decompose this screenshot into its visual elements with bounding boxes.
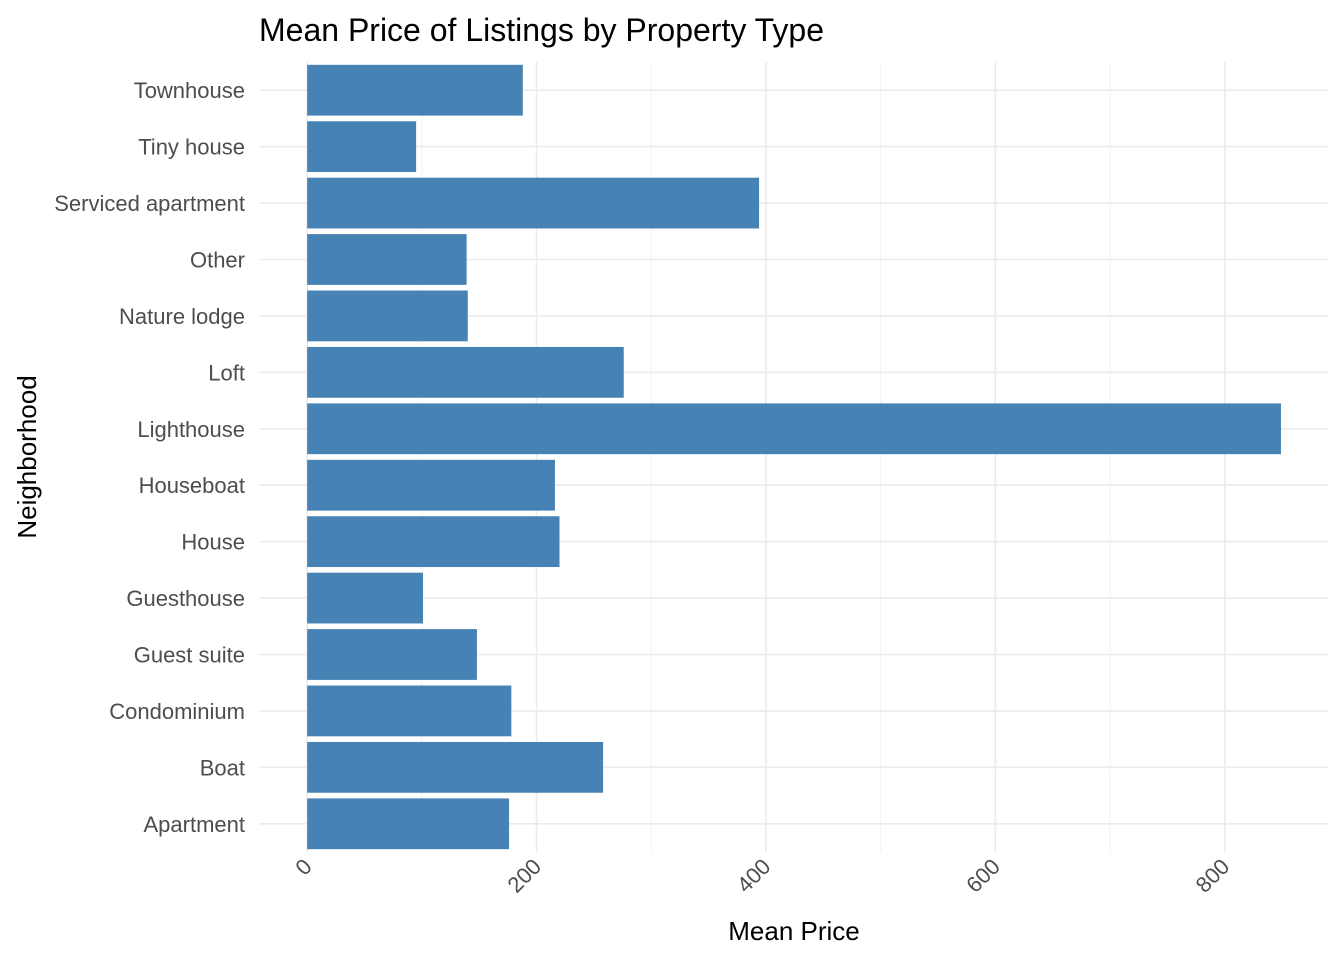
chart-title: Mean Price of Listings by Property Type bbox=[259, 12, 824, 48]
bar-boat bbox=[307, 741, 604, 793]
bar-loft bbox=[307, 346, 624, 398]
y-tick-label: Loft bbox=[208, 360, 245, 385]
y-tick-label: Apartment bbox=[144, 812, 246, 837]
bar-tiny-house bbox=[307, 121, 417, 173]
y-axis-tick-labels: Apartment Boat Condominium Guest suite Guest… bbox=[54, 78, 245, 837]
x-tick-label: 0 bbox=[290, 854, 316, 880]
y-tick-label: Serviced apartment bbox=[54, 191, 245, 216]
bar-lighthouse bbox=[307, 403, 1281, 455]
y-tick-label: Boat bbox=[200, 755, 245, 780]
bars bbox=[307, 64, 1281, 850]
bar-apartment bbox=[307, 798, 510, 850]
y-tick-label: Houseboat bbox=[139, 473, 245, 498]
x-tick-label: 400 bbox=[732, 854, 776, 898]
bar-nature-lodge bbox=[307, 290, 468, 342]
y-tick-label: Townhouse bbox=[134, 78, 245, 103]
y-tick-label: Guesthouse bbox=[126, 586, 245, 611]
bar-houseboat bbox=[307, 459, 555, 511]
y-tick-label: Nature lodge bbox=[119, 304, 245, 329]
bar-serviced-apartment bbox=[307, 177, 760, 229]
y-tick-label: House bbox=[181, 530, 245, 555]
bar-guest-suite bbox=[307, 629, 477, 680]
y-tick-label: Lighthouse bbox=[137, 417, 245, 442]
y-axis-title: Neighborhood bbox=[12, 375, 42, 538]
bar-house bbox=[307, 516, 560, 568]
bar-condominium bbox=[307, 685, 512, 737]
x-axis-tick-labels: 0 200 400 600 800 bbox=[290, 854, 1234, 898]
bar-townhouse bbox=[307, 64, 523, 116]
y-tick-label: Condominium bbox=[109, 699, 245, 724]
x-tick-label: 800 bbox=[1191, 854, 1235, 898]
bar-other bbox=[307, 234, 467, 285]
x-axis-title: Mean Price bbox=[728, 916, 860, 946]
y-tick-label: Guest suite bbox=[134, 643, 245, 668]
bar-guesthouse bbox=[307, 572, 424, 624]
x-tick-label: 600 bbox=[961, 854, 1005, 898]
y-tick-label: Other bbox=[190, 248, 245, 273]
x-tick-label: 200 bbox=[502, 854, 546, 898]
y-tick-label: Tiny house bbox=[138, 135, 245, 160]
